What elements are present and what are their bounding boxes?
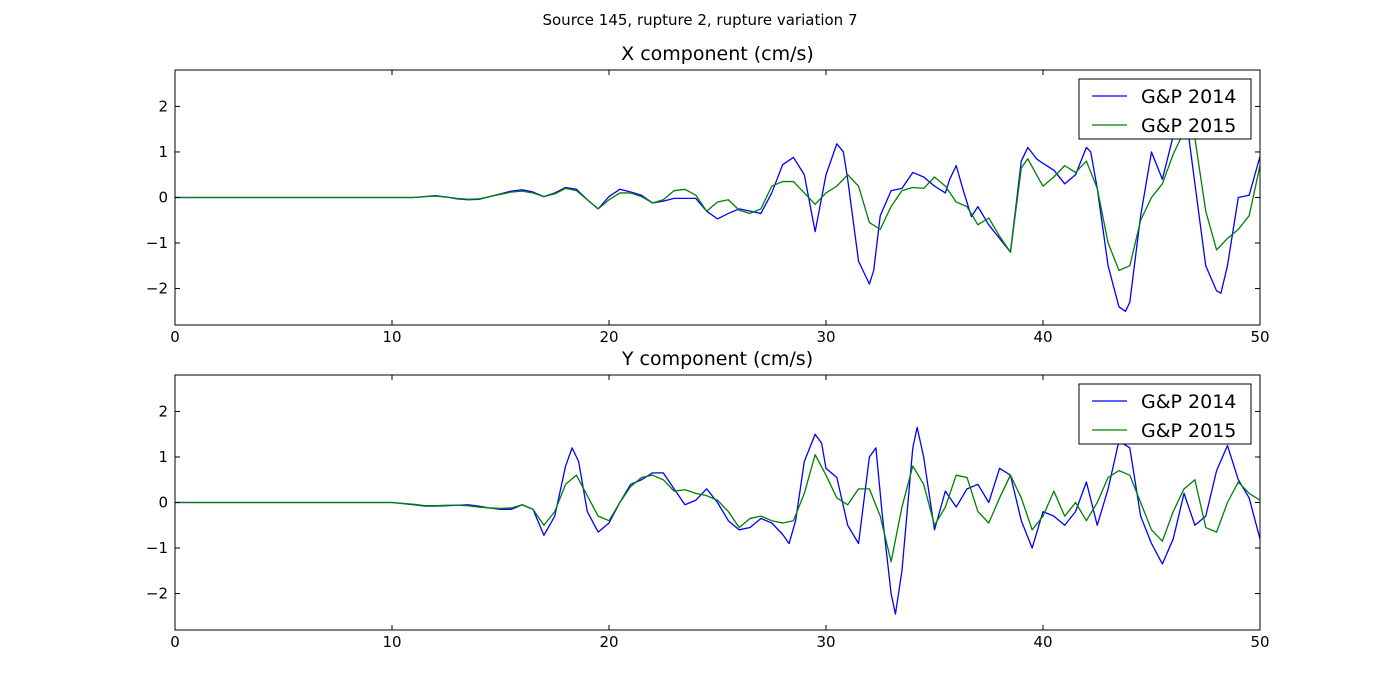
x-tick-label: 10 — [382, 633, 401, 651]
legend-label-1: G&P 2014 — [1141, 86, 1236, 108]
legend-label-2: G&P 2015 — [1141, 420, 1236, 442]
x-tick-label: 30 — [816, 633, 835, 651]
x-tick-label: 20 — [599, 328, 618, 346]
x-tick-label: 0 — [170, 633, 180, 651]
legend: G&P 2014 G&P 2015 — [1078, 78, 1252, 140]
y-tick-label: −1 — [146, 539, 168, 557]
x-tick-label: 20 — [599, 633, 618, 651]
figure-suptitle: Source 145, rupture 2, rupture variation… — [542, 11, 858, 29]
y-tick-label: −1 — [146, 234, 168, 252]
x-tick-label: 30 — [816, 328, 835, 346]
series-line-2 — [175, 454, 1260, 563]
series-line-1 — [175, 128, 1260, 312]
legend-label-1: G&P 2014 — [1141, 391, 1236, 413]
y-tick-label: −2 — [146, 585, 168, 603]
series-line-2 — [175, 130, 1260, 272]
y-tick-label: 1 — [158, 448, 168, 466]
x-tick-label: 50 — [1250, 328, 1269, 346]
legend: G&P 2014 G&P 2015 — [1078, 383, 1252, 445]
x-tick-label: 40 — [1033, 633, 1052, 651]
x-tick-label: 40 — [1033, 328, 1052, 346]
x-tick-label: 50 — [1250, 633, 1269, 651]
subplot-title: X component (cm/s) — [621, 43, 814, 65]
legend-label-2: G&P 2015 — [1141, 115, 1236, 137]
y-tick-label: −2 — [146, 280, 168, 298]
subplot-title: Y component (cm/s) — [621, 348, 813, 370]
legend-box — [1078, 383, 1252, 445]
y-tick-label: 0 — [158, 494, 168, 512]
x-tick-label: 10 — [382, 328, 401, 346]
subplot-1: X component (cm/s) 0 10 20 30 40 50 −2 −1 0 1 2 G&P … — [146, 43, 1270, 346]
y-tick-label: 2 — [158, 402, 168, 420]
subplot-2: Y component (cm/s) 0 10 20 30 40 50 −2 −1 0 1 2 G&P … — [146, 348, 1270, 651]
y-tick-label: 2 — [158, 97, 168, 115]
legend-box — [1078, 78, 1252, 140]
series-line-1 — [175, 426, 1260, 615]
y-tick-label: 0 — [158, 189, 168, 207]
x-tick-label: 0 — [170, 328, 180, 346]
y-tick-label: 1 — [158, 143, 168, 161]
